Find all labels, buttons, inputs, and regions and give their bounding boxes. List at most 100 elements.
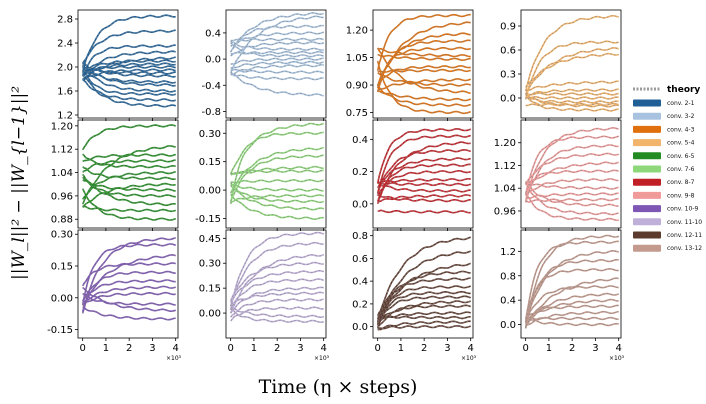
y-tick-label: 2.4 <box>57 39 73 50</box>
theory-line <box>377 182 471 193</box>
series-line <box>229 241 324 307</box>
theory-line <box>377 263 471 323</box>
legend-swatch <box>633 139 661 147</box>
x-exponent-label: ×10³ <box>609 355 625 362</box>
theory-line <box>377 295 471 326</box>
theory-line <box>525 240 619 322</box>
theory-line <box>230 298 324 318</box>
theory-line <box>377 178 471 184</box>
x-exponent-label: ×10³ <box>461 355 477 362</box>
panel-frame <box>520 9 622 119</box>
panel--4-3: 0.75 0.90 1.05 1.20 <box>346 9 474 121</box>
series-line <box>229 154 324 202</box>
theory-line <box>377 48 471 57</box>
y-tick-label: 0.30 <box>51 230 73 241</box>
series-line <box>376 60 471 115</box>
theory-line <box>82 243 176 305</box>
theory-line <box>525 235 619 329</box>
legend-swatch <box>633 165 661 173</box>
series-line <box>230 306 324 322</box>
y-tick-label: 0.4 <box>352 135 368 146</box>
legend-label: conv. 10-9 <box>667 206 698 213</box>
y-tick-label: 0.0 <box>352 199 368 210</box>
series-line <box>524 169 619 194</box>
theory-line <box>82 179 176 192</box>
series-line <box>377 193 471 203</box>
y-tick-label: 1.6 <box>57 87 73 98</box>
theory-line <box>525 96 619 100</box>
series-line <box>525 92 619 96</box>
y-tick-label: 0.15 <box>199 284 221 295</box>
x-tick-label: 2 <box>274 343 280 354</box>
x-axis-label: Time (η × steps) <box>259 376 418 398</box>
theory-line <box>377 157 471 189</box>
series-line <box>81 66 176 96</box>
theory-line <box>377 170 471 196</box>
theory-line <box>82 306 176 321</box>
theory-line <box>82 62 176 77</box>
x-tick-label: 0 <box>522 343 528 354</box>
legend: theory conv. 2-1 conv. 3-2 conv. 4-3 conv. 5… <box>633 85 702 252</box>
panel-frame <box>372 9 474 119</box>
theory-line <box>82 188 176 221</box>
theory-line <box>82 153 176 162</box>
theory-line <box>377 194 471 203</box>
theory-line <box>82 293 176 306</box>
theory-line <box>525 88 619 96</box>
y-tick-label: -0.4 <box>201 81 221 92</box>
theory-line <box>525 317 619 326</box>
series-line <box>82 292 176 306</box>
legend-label: conv. 12-11 <box>667 232 702 239</box>
x-tick-label: 3 <box>592 343 598 354</box>
legend-swatch <box>633 99 661 107</box>
panel-frame <box>225 229 327 339</box>
y-tick-label: 0.4 <box>205 28 221 39</box>
theory-line <box>230 12 324 53</box>
series-line <box>524 192 619 222</box>
theory-line <box>525 127 619 202</box>
theory-line <box>377 149 471 194</box>
series-line <box>525 304 619 321</box>
y-tick-label: 0.0 <box>205 55 221 66</box>
y-tick-label: 1.20 <box>51 121 73 132</box>
y-tick-label: 1.20 <box>346 26 368 37</box>
theory-line <box>377 304 471 324</box>
theory-line <box>230 306 324 318</box>
y-tick-label: 0.9 <box>500 22 516 33</box>
x-tick-label: 4 <box>467 343 473 354</box>
legend-swatch <box>633 231 661 239</box>
x-tick-label: 0 <box>227 343 233 354</box>
panel--13-12: 0.0 0.4 0.8 1.2 0 1 2 3 4×10³ <box>500 229 625 362</box>
panel-frame <box>225 119 327 229</box>
x-tick-label: 3 <box>297 343 303 354</box>
panel--2-1: 1.2 1.6 2.0 2.4 2.8 <box>57 9 179 122</box>
legend-label: conv. 7-6 <box>667 166 695 173</box>
series-line <box>82 286 176 313</box>
series-line <box>82 171 176 200</box>
theory-line <box>377 141 471 202</box>
theory-line <box>82 78 176 102</box>
y-axis-label: ||W_l||² − ||W_{l−1}||² <box>9 86 29 280</box>
panel--11-10: 0.00 0.15 0.30 0.45 0 1 2 3 4×10³ <box>199 229 330 362</box>
x-tick-label: 4 <box>615 343 621 354</box>
series-line <box>230 178 324 184</box>
legend-swatch <box>633 125 661 133</box>
theory-line <box>230 169 324 175</box>
panel--7-6: -0.15 0.00 0.15 0.30 <box>195 119 327 231</box>
series-line <box>82 124 176 151</box>
theory-line <box>82 166 176 180</box>
panel--10-9: -0.15 0.00 0.15 0.30 0 1 2 3 4×10³ <box>47 229 182 362</box>
panel-frame <box>520 119 622 229</box>
y-tick-label: 0.6 <box>352 254 368 265</box>
series-line <box>230 73 324 81</box>
theory-line <box>525 93 619 108</box>
y-tick-label: -0.15 <box>47 325 73 336</box>
legend-swatch <box>633 152 661 160</box>
y-tick-label: 0.2 <box>352 299 368 310</box>
x-tick-label: 0 <box>374 343 380 354</box>
theory-line <box>525 152 619 185</box>
y-tick-label: 0.96 <box>494 206 516 217</box>
legend-swatch <box>633 178 661 186</box>
theory-line <box>230 41 324 51</box>
